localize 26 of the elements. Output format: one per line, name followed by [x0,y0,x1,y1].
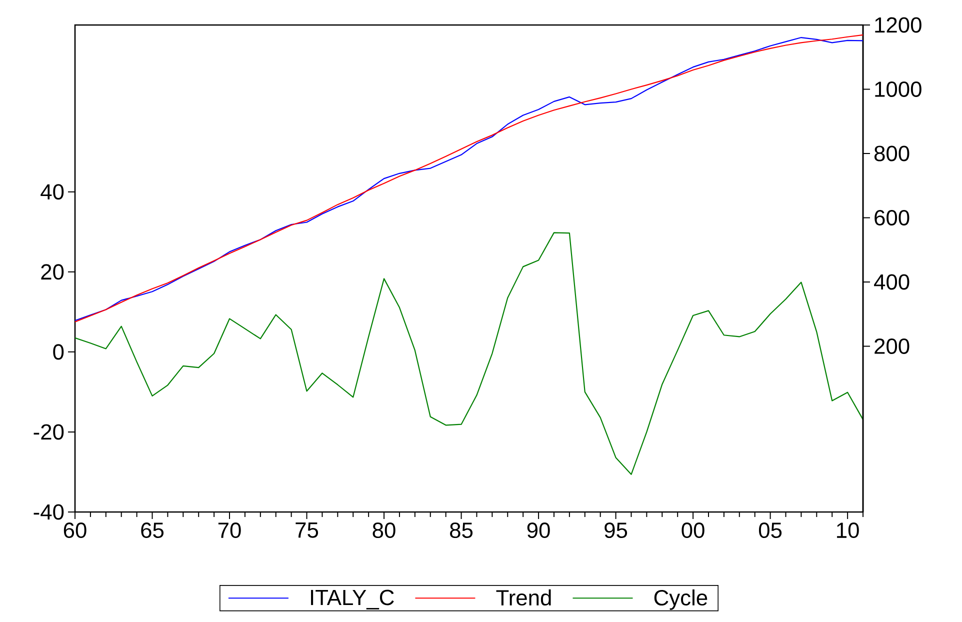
legend-label: Trend [496,589,551,606]
y-tick-label: -20 [34,424,64,440]
x-tick-label: 75 [296,522,318,538]
x-tick-label: 80 [372,522,396,538]
x-tick-label: 95 [604,522,628,538]
x-tick-label: 85 [450,522,473,538]
y-tick-label: -40 [34,504,64,520]
x-tick-label: 00 [682,522,704,538]
x-tick-label: 65 [141,522,164,538]
y-tick-label: 40 [40,184,64,200]
y-tick-label: 20 [41,264,64,280]
legend-label: ITALY_C [311,590,394,610]
x-tick-label: 70 [218,522,241,538]
x-tick-label: 10 [837,522,859,538]
y2-tick-label: 400 [874,274,910,290]
y-tick-label: 0 [53,344,64,360]
y2-tick-label: 800 [874,146,910,162]
legend-label: Cycle [654,589,708,610]
x-tick-label: 05 [758,522,782,538]
line-series [75,232,864,475]
y2-tick-label: 1200 [875,17,922,33]
y2-tick-label: 1000 [875,81,922,98]
y2-tick-label: 200 [874,338,910,354]
x-tick-label: 60 [64,522,86,538]
x-tick-label: 90 [527,522,550,538]
y2-tick-label: 600 [874,210,910,226]
